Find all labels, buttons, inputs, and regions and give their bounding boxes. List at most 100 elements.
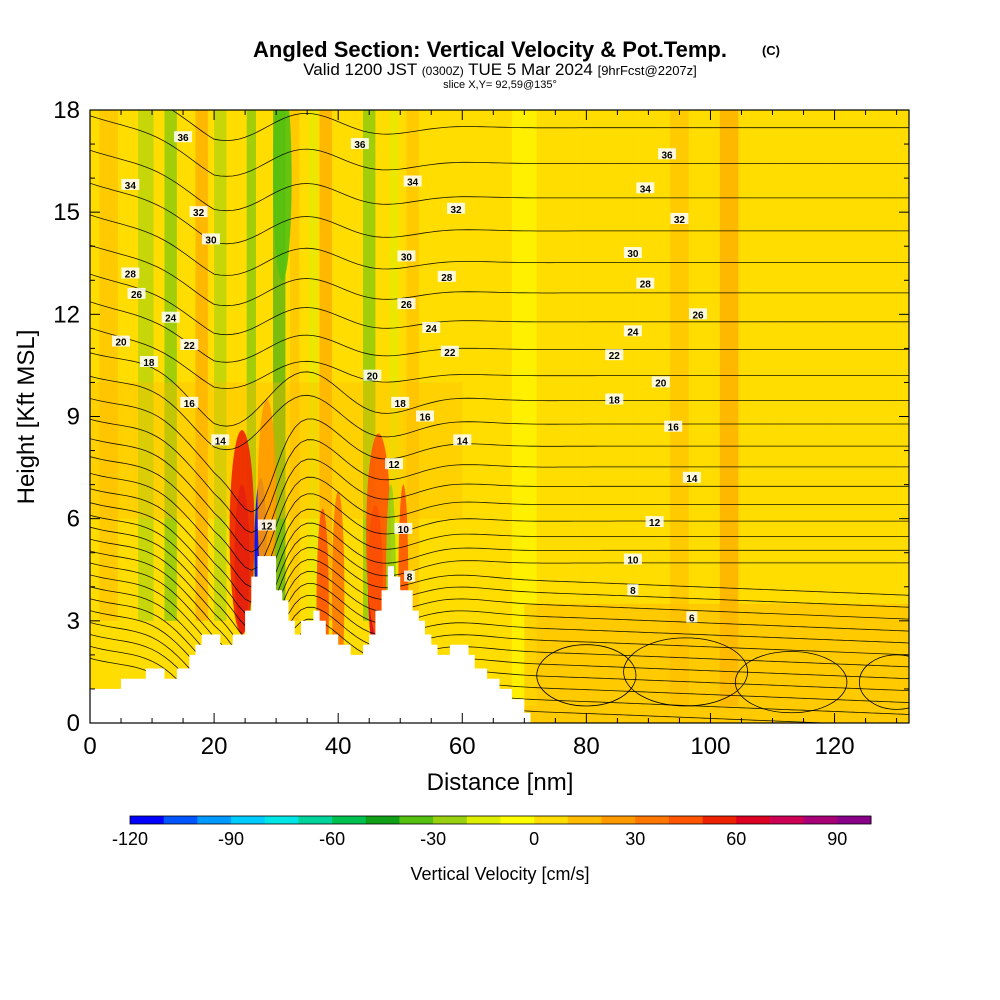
colorbar-tick-label: 90 bbox=[827, 829, 847, 849]
contour-label: 18 bbox=[139, 356, 158, 369]
contour-label-text: 20 bbox=[115, 338, 127, 349]
colorbar-tick-label: -120 bbox=[112, 829, 148, 849]
colorbar: -120 -90 -60 -30 0 30 60 90 bbox=[112, 815, 872, 849]
contour-label-bg bbox=[363, 369, 382, 381]
contour-label-bg bbox=[437, 270, 456, 282]
contour-label-text: 24 bbox=[627, 327, 639, 338]
isentrope-line bbox=[90, 273, 909, 336]
contour-label-bg bbox=[636, 182, 655, 194]
contour-label: 32 bbox=[670, 212, 689, 226]
contour-label-bg bbox=[627, 584, 639, 596]
isentrope-line bbox=[90, 418, 909, 534]
contour-label: 18 bbox=[605, 393, 624, 406]
contour-label: 10 bbox=[394, 522, 413, 536]
contour-label-bg bbox=[636, 277, 655, 289]
isentrope-line bbox=[90, 473, 909, 588]
contour-label-bg bbox=[391, 396, 410, 408]
contour-label-text: 14 bbox=[457, 436, 469, 447]
contour-label-text: 34 bbox=[640, 184, 652, 195]
contour-label-bg bbox=[605, 349, 624, 361]
contour-label: 28 bbox=[121, 267, 140, 280]
contour-label-text: 16 bbox=[668, 423, 680, 434]
isentrope-line bbox=[90, 514, 909, 630]
contour-label: 16 bbox=[416, 410, 435, 424]
isentrope-line bbox=[171, 110, 909, 142]
contour-label-text: 28 bbox=[441, 273, 453, 284]
velocity-streak bbox=[825, 110, 844, 706]
contour-label-text: 26 bbox=[401, 300, 413, 311]
contour-label: 24 bbox=[422, 321, 441, 335]
contour-label-text: 26 bbox=[692, 310, 704, 321]
velocity-field bbox=[90, 110, 909, 723]
colorbar-swatch bbox=[635, 816, 670, 824]
isentrope-closed bbox=[734, 651, 848, 714]
contour-label: 10 bbox=[623, 553, 642, 567]
colorbar-swatch bbox=[163, 816, 198, 824]
colorbar-tick-label: 30 bbox=[625, 829, 645, 849]
colorbar-swatch bbox=[736, 816, 771, 824]
colorbar-tick-label: -90 bbox=[218, 829, 244, 849]
colorbar-tick-label: -30 bbox=[420, 829, 446, 849]
contour-label: 30 bbox=[397, 250, 416, 263]
contour-label-bg bbox=[180, 338, 199, 350]
contour-label-text: 20 bbox=[367, 372, 379, 383]
subtitle-forecast: [9hrFcst@2207z] bbox=[598, 63, 697, 78]
isentrope-line bbox=[90, 550, 909, 665]
contour-label-bg bbox=[257, 519, 276, 531]
velocity-streak bbox=[564, 110, 584, 706]
contour-label-bg bbox=[189, 206, 208, 218]
velocity-streak bbox=[670, 110, 689, 706]
contour-label-text: 24 bbox=[165, 314, 177, 325]
contour-label-bg bbox=[127, 287, 146, 299]
velocity-streak bbox=[719, 110, 739, 706]
colorbar-swatch bbox=[567, 816, 603, 824]
contour-label-text: 36 bbox=[354, 140, 366, 151]
velocity-streak bbox=[319, 110, 332, 621]
colorbar-swatch bbox=[231, 816, 266, 824]
contour-label-bg bbox=[416, 410, 435, 422]
isentrope-closed bbox=[623, 637, 749, 707]
chart-title-unit: (C) bbox=[762, 43, 780, 58]
contour-label-text: 28 bbox=[640, 280, 652, 291]
velocity-streak bbox=[389, 110, 399, 621]
contour-label-text: 30 bbox=[627, 249, 639, 260]
contour-label-bg bbox=[689, 308, 708, 320]
contour-label: 30 bbox=[201, 233, 220, 246]
y-tick-label: 12 bbox=[53, 301, 80, 328]
colorbar-swatch bbox=[433, 816, 468, 824]
subtitle-zulu: (0300Z) bbox=[422, 64, 464, 78]
contour-label-text: 32 bbox=[674, 215, 686, 226]
colorbar-swatch bbox=[130, 816, 165, 824]
contour-label: 22 bbox=[180, 338, 199, 352]
isentrope-line bbox=[90, 115, 909, 177]
contour-label-text: 22 bbox=[184, 341, 196, 352]
colorbar-swatch bbox=[197, 816, 232, 824]
x-tick-label: 100 bbox=[690, 733, 730, 760]
contour-label: 6 bbox=[686, 611, 698, 624]
velocity-streak bbox=[164, 110, 177, 621]
contour-label-text: 26 bbox=[131, 290, 143, 301]
contour-label-bg bbox=[211, 434, 230, 446]
contour-label-text: 8 bbox=[407, 573, 413, 584]
contour-label-text: 30 bbox=[205, 235, 217, 246]
contour-label-text: 24 bbox=[426, 324, 438, 335]
contour-label-bg bbox=[112, 335, 131, 347]
y-tick-label: 3 bbox=[67, 608, 80, 635]
contour-label-text: 32 bbox=[193, 208, 205, 219]
isentrope-line bbox=[90, 352, 909, 427]
contour-label-text: 6 bbox=[689, 613, 695, 624]
contour-label-text: 20 bbox=[655, 378, 667, 389]
contour-label-bg bbox=[201, 233, 220, 245]
contour-label: 24 bbox=[623, 325, 642, 338]
contour-label: 20 bbox=[651, 376, 670, 389]
contour-label: 26 bbox=[689, 308, 708, 321]
contour-label: 30 bbox=[623, 247, 642, 260]
contour-label-text: 12 bbox=[649, 518, 661, 529]
contour-label-bg bbox=[180, 396, 199, 408]
colorbar-swatch bbox=[500, 816, 535, 824]
isentrope-line bbox=[90, 301, 909, 363]
x-tick-label: 40 bbox=[325, 733, 352, 760]
contour-label: 34 bbox=[121, 178, 140, 192]
contour-label: 14 bbox=[453, 434, 472, 447]
